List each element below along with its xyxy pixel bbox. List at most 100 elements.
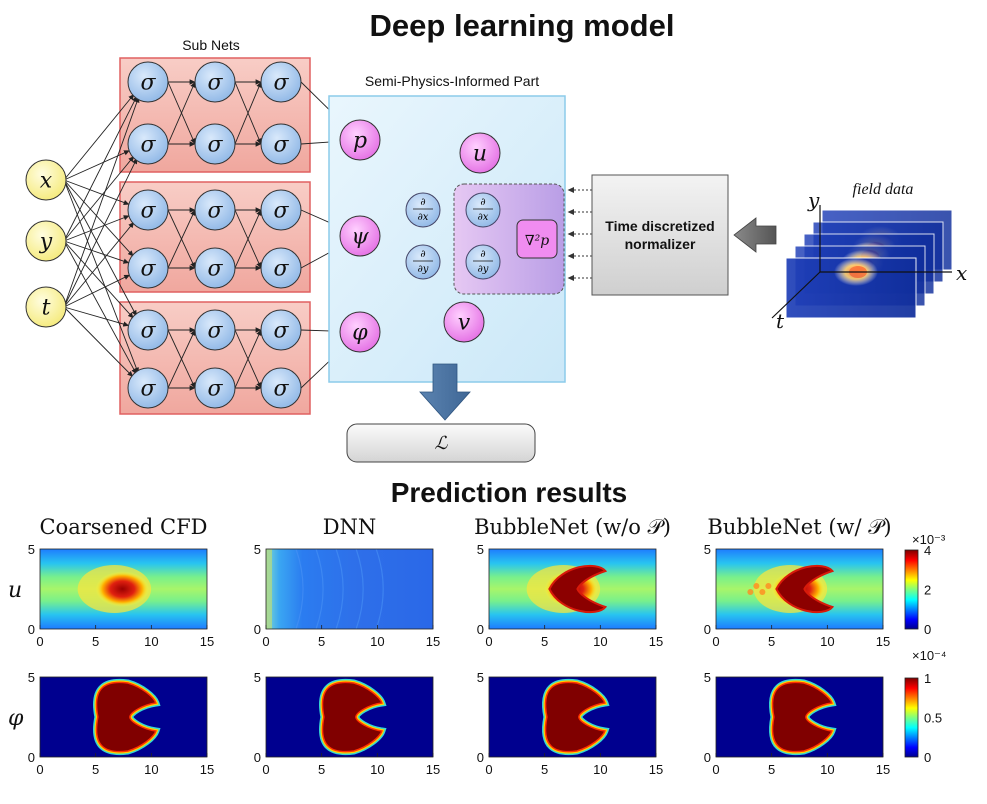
row-label-2: φ bbox=[8, 706, 24, 731]
connection bbox=[63, 179, 134, 257]
deriv-node-dx-1: ∂ ∂x bbox=[405, 192, 441, 228]
neuron-s3-r1-c2-label: σ bbox=[207, 319, 223, 344]
laplacian-label: ∇²p bbox=[525, 233, 549, 249]
colorbar-tick: 4 bbox=[924, 543, 931, 558]
neuron-s3-r2-c3: σ bbox=[260, 367, 302, 409]
connection bbox=[63, 96, 140, 308]
loss-symbol: ℒ bbox=[435, 433, 449, 453]
x-tick: 15 bbox=[200, 634, 214, 649]
plot-u-4: 0 5 10 15 0 5 bbox=[704, 542, 890, 649]
loss-arrow bbox=[419, 363, 471, 421]
neuron-s2-r2-c2-label: σ bbox=[207, 257, 223, 282]
velocity-node-u-label: u bbox=[473, 142, 487, 167]
field-slice-5 bbox=[785, 257, 917, 319]
neuron-s2-r1-c1: σ bbox=[127, 189, 169, 231]
x-tick: 10 bbox=[593, 762, 607, 777]
connection bbox=[63, 155, 135, 242]
input-node-x-label: x bbox=[40, 169, 53, 194]
plot-φ-3: 0 5 10 15 0 5 bbox=[477, 670, 663, 777]
neuron-s3-r1-c3: σ bbox=[260, 309, 302, 351]
colorbar-exponent-top: ×10⁻³ bbox=[912, 532, 946, 547]
x-tick: 10 bbox=[144, 634, 158, 649]
x-tick: 0 bbox=[485, 634, 492, 649]
deriv-top: ∂ bbox=[480, 249, 485, 260]
x-tick: 5 bbox=[768, 634, 775, 649]
deriv-top: ∂ bbox=[420, 249, 425, 260]
x-tick: 5 bbox=[92, 634, 99, 649]
x-tick: 0 bbox=[262, 762, 269, 777]
row-label-1: u bbox=[8, 578, 22, 603]
x-tick: 5 bbox=[318, 634, 325, 649]
output-node-1: p bbox=[339, 119, 381, 161]
x-tick: 15 bbox=[649, 634, 663, 649]
neuron-s3-r2-c2-label: σ bbox=[207, 377, 223, 402]
colorbar-tick: 0 bbox=[924, 622, 931, 637]
x-tick: 5 bbox=[318, 762, 325, 777]
connection bbox=[63, 150, 130, 181]
neuron-s1-r2-c3-label: σ bbox=[273, 133, 289, 158]
deriv-bottom: ∂y bbox=[478, 264, 489, 275]
x-tick: 10 bbox=[370, 762, 384, 777]
semi-physics-label: Semi-Physics-Informed Part bbox=[365, 73, 539, 89]
connection bbox=[63, 306, 130, 327]
y-tick: 5 bbox=[704, 670, 711, 685]
neuron-s3-r2-c1: σ bbox=[127, 367, 169, 409]
connection-lines bbox=[63, 79, 536, 391]
y-tick: 5 bbox=[254, 542, 261, 557]
neuron-s2-r1-c1-label: σ bbox=[140, 199, 156, 224]
output-node-3-label: φ bbox=[352, 321, 368, 346]
velocity-node-u: u bbox=[459, 132, 501, 174]
column-title-3: BubbleNet (w/o 𝒫) bbox=[474, 515, 671, 539]
x-tick: 15 bbox=[426, 762, 440, 777]
output-node-2-label: ψ bbox=[351, 225, 369, 250]
colorbar-tick: 0.5 bbox=[924, 711, 942, 726]
colorbar-u: 4 2 0 ×10⁻³ ×10⁻⁴ bbox=[904, 532, 947, 663]
neuron-s1-r2-c2-label: σ bbox=[207, 133, 223, 158]
colorbar-tick: 2 bbox=[924, 583, 931, 598]
field-axis-t: t bbox=[776, 309, 785, 333]
data-flow-arrow bbox=[733, 217, 777, 253]
x-tick: 15 bbox=[876, 762, 890, 777]
connection bbox=[234, 81, 262, 145]
subnet-group bbox=[119, 57, 311, 415]
output-node-2: ψ bbox=[339, 215, 381, 257]
connection bbox=[63, 240, 137, 375]
deriv-bottom: ∂y bbox=[418, 264, 429, 275]
neuron-s2-r2-c3-label: σ bbox=[273, 257, 289, 282]
x-tick: 15 bbox=[649, 762, 663, 777]
deriv-bottom: ∂x bbox=[418, 212, 429, 223]
derivative-nodes: ∂ ∂x ∂ ∂y ∂ ∂x ∂ ∂y bbox=[405, 192, 501, 280]
x-tick: 15 bbox=[876, 634, 890, 649]
colorbar-phi: 10.50 bbox=[904, 671, 942, 765]
normalizer-line-1: Time discretized bbox=[605, 218, 714, 234]
connection bbox=[63, 95, 138, 242]
connection bbox=[63, 221, 135, 308]
neuron-s3-r1-c1-label: σ bbox=[140, 319, 156, 344]
connection bbox=[167, 81, 196, 145]
laplacian-node: ∇²p bbox=[516, 219, 558, 259]
x-tick: 10 bbox=[593, 634, 607, 649]
x-tick: 0 bbox=[712, 634, 719, 649]
colorbar-tick: 1 bbox=[924, 671, 931, 686]
deriv-top: ∂ bbox=[420, 197, 425, 208]
plot-u-1: 0 5 10 15 0 5 bbox=[28, 542, 214, 649]
neuron-s1-r2-c1: σ bbox=[127, 123, 169, 165]
connection bbox=[63, 94, 135, 181]
normalizer-line-2: normalizer bbox=[625, 236, 696, 252]
y-tick: 0 bbox=[28, 750, 35, 765]
neuron-s1-r1-c3-label: σ bbox=[273, 71, 289, 96]
colorbar-exponent-bottom: ×10⁻⁴ bbox=[912, 648, 947, 663]
connection bbox=[63, 157, 138, 308]
neuron-s2-r2-c3: σ bbox=[260, 247, 302, 289]
y-tick: 0 bbox=[254, 750, 261, 765]
velocity-node-v-label: v bbox=[458, 311, 471, 336]
deriv-node-dx-2: ∂ ∂x bbox=[465, 192, 501, 228]
x-tick: 15 bbox=[200, 762, 214, 777]
neuron-s3-r2-c2: σ bbox=[194, 367, 236, 409]
y-tick: 5 bbox=[28, 542, 35, 557]
x-tick: 0 bbox=[36, 634, 43, 649]
input-node-y-label: y bbox=[39, 230, 53, 255]
field-data-label: field data bbox=[853, 181, 914, 198]
neuron-s2-r2-c1: σ bbox=[127, 247, 169, 289]
normalizer-links bbox=[567, 187, 592, 281]
